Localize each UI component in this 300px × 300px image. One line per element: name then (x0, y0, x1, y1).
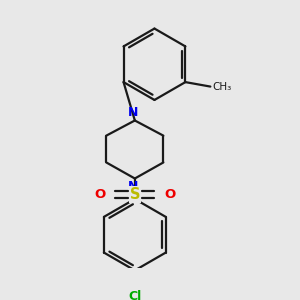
Text: O: O (164, 188, 175, 201)
Text: N: N (128, 106, 138, 119)
Text: O: O (94, 188, 105, 201)
Text: CH₃: CH₃ (212, 82, 231, 92)
Text: Cl: Cl (128, 290, 142, 300)
Text: N: N (128, 180, 138, 193)
Text: S: S (130, 187, 140, 202)
